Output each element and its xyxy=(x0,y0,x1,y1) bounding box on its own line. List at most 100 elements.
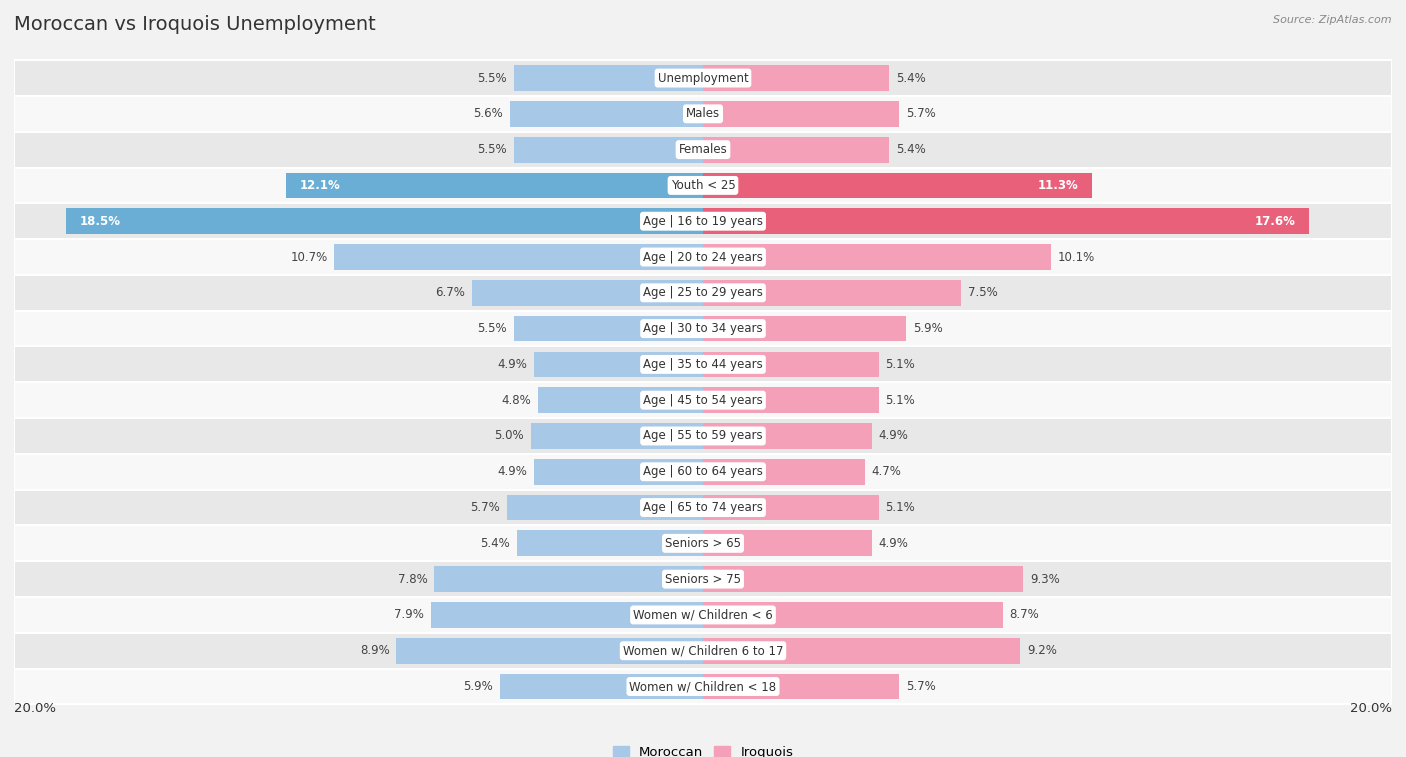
Bar xyxy=(14,382,1392,418)
Text: 7.5%: 7.5% xyxy=(969,286,998,299)
Bar xyxy=(703,494,879,521)
Bar xyxy=(14,310,1392,347)
Text: 18.5%: 18.5% xyxy=(80,215,121,228)
Bar xyxy=(703,531,872,556)
Text: 20.0%: 20.0% xyxy=(1350,702,1392,715)
Bar xyxy=(703,638,1019,664)
Bar xyxy=(14,132,1392,167)
Bar xyxy=(703,674,900,699)
Text: Age | 65 to 74 years: Age | 65 to 74 years xyxy=(643,501,763,514)
Text: 5.7%: 5.7% xyxy=(907,680,936,693)
Text: Age | 16 to 19 years: Age | 16 to 19 years xyxy=(643,215,763,228)
Bar xyxy=(513,65,703,91)
Bar xyxy=(14,275,1392,310)
Bar xyxy=(14,347,1392,382)
Bar xyxy=(14,454,1392,490)
Text: 5.4%: 5.4% xyxy=(481,537,510,550)
Text: Age | 35 to 44 years: Age | 35 to 44 years xyxy=(643,358,763,371)
Bar xyxy=(14,525,1392,561)
Bar xyxy=(14,561,1392,597)
Bar xyxy=(430,602,703,628)
Bar xyxy=(534,459,703,484)
Text: 8.7%: 8.7% xyxy=(1010,609,1039,621)
Text: Females: Females xyxy=(679,143,727,156)
Text: 7.9%: 7.9% xyxy=(394,609,425,621)
Bar xyxy=(287,173,703,198)
Text: Males: Males xyxy=(686,107,720,120)
Text: Moroccan vs Iroquois Unemployment: Moroccan vs Iroquois Unemployment xyxy=(14,15,375,34)
Bar xyxy=(703,65,889,91)
Text: 5.1%: 5.1% xyxy=(886,394,915,407)
Bar xyxy=(335,244,703,270)
Legend: Moroccan, Iroquois: Moroccan, Iroquois xyxy=(607,740,799,757)
Text: 9.3%: 9.3% xyxy=(1031,572,1060,586)
Text: 4.9%: 4.9% xyxy=(879,537,908,550)
Bar xyxy=(510,101,703,126)
Text: 8.9%: 8.9% xyxy=(360,644,389,657)
Bar xyxy=(14,96,1392,132)
Text: 5.6%: 5.6% xyxy=(474,107,503,120)
Text: 5.7%: 5.7% xyxy=(907,107,936,120)
Bar xyxy=(703,244,1050,270)
Text: 5.1%: 5.1% xyxy=(886,358,915,371)
Text: 4.9%: 4.9% xyxy=(879,429,908,443)
Bar xyxy=(517,531,703,556)
Text: 5.4%: 5.4% xyxy=(896,143,925,156)
Text: Age | 20 to 24 years: Age | 20 to 24 years xyxy=(643,251,763,263)
Text: Age | 25 to 29 years: Age | 25 to 29 years xyxy=(643,286,763,299)
Bar xyxy=(703,101,900,126)
Text: Age | 45 to 54 years: Age | 45 to 54 years xyxy=(643,394,763,407)
Text: Youth < 25: Youth < 25 xyxy=(671,179,735,192)
Text: 5.1%: 5.1% xyxy=(886,501,915,514)
Bar xyxy=(703,173,1092,198)
Text: Age | 60 to 64 years: Age | 60 to 64 years xyxy=(643,466,763,478)
Bar xyxy=(703,351,879,377)
Bar xyxy=(506,494,703,521)
Bar xyxy=(703,566,1024,592)
Text: 5.9%: 5.9% xyxy=(912,322,943,335)
Bar xyxy=(472,280,703,306)
Bar xyxy=(703,423,872,449)
Bar xyxy=(396,638,703,664)
Text: 5.4%: 5.4% xyxy=(896,72,925,85)
Bar xyxy=(703,280,962,306)
Text: 7.8%: 7.8% xyxy=(398,572,427,586)
Text: 9.2%: 9.2% xyxy=(1026,644,1057,657)
Text: 5.0%: 5.0% xyxy=(495,429,524,443)
Text: 5.9%: 5.9% xyxy=(463,680,494,693)
Text: 5.5%: 5.5% xyxy=(477,143,506,156)
Text: 4.9%: 4.9% xyxy=(498,466,527,478)
Text: 5.5%: 5.5% xyxy=(477,322,506,335)
Text: 5.5%: 5.5% xyxy=(477,72,506,85)
Bar xyxy=(14,668,1392,705)
Bar xyxy=(14,633,1392,668)
Text: Seniors > 65: Seniors > 65 xyxy=(665,537,741,550)
Text: 17.6%: 17.6% xyxy=(1254,215,1295,228)
Bar xyxy=(14,418,1392,454)
Text: Unemployment: Unemployment xyxy=(658,72,748,85)
Bar xyxy=(434,566,703,592)
Bar xyxy=(703,459,865,484)
Bar xyxy=(14,204,1392,239)
Text: 10.1%: 10.1% xyxy=(1057,251,1095,263)
Text: 12.1%: 12.1% xyxy=(299,179,340,192)
Text: Age | 30 to 34 years: Age | 30 to 34 years xyxy=(643,322,763,335)
Bar xyxy=(513,316,703,341)
Bar xyxy=(14,167,1392,204)
Bar xyxy=(66,208,703,234)
Text: 10.7%: 10.7% xyxy=(290,251,328,263)
Bar xyxy=(537,388,703,413)
Text: 6.7%: 6.7% xyxy=(436,286,465,299)
Text: 4.7%: 4.7% xyxy=(872,466,901,478)
Bar xyxy=(513,137,703,163)
Bar xyxy=(534,351,703,377)
Bar xyxy=(14,239,1392,275)
Bar xyxy=(703,208,1309,234)
Bar xyxy=(703,388,879,413)
Text: Women w/ Children < 6: Women w/ Children < 6 xyxy=(633,609,773,621)
Bar xyxy=(531,423,703,449)
Bar xyxy=(14,490,1392,525)
Text: 20.0%: 20.0% xyxy=(14,702,56,715)
Text: Women w/ Children < 18: Women w/ Children < 18 xyxy=(630,680,776,693)
Text: 5.7%: 5.7% xyxy=(470,501,499,514)
